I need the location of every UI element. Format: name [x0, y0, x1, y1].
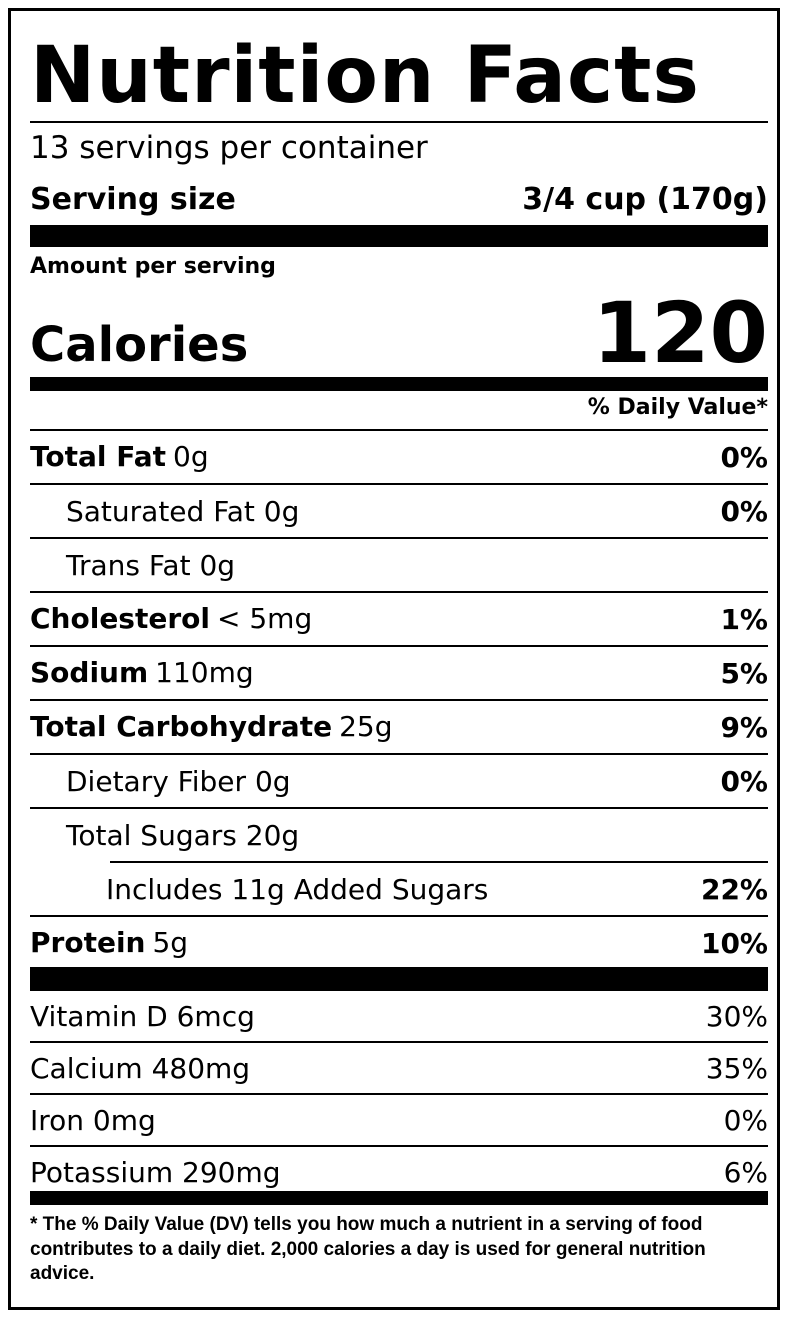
- vitamin-name: Iron 0mg: [30, 1103, 156, 1137]
- thick-divider-footnote: [30, 1191, 768, 1205]
- nutrient-row-cholesterol: Cholesterol < 5mg 1%: [30, 593, 768, 645]
- vitamin-name: Vitamin D 6mcg: [30, 999, 255, 1033]
- divider: [30, 807, 768, 809]
- vitamin-row-iron: Iron 0mg 0%: [30, 1095, 768, 1145]
- title-divider: [30, 121, 768, 123]
- nutrient-label: Sodium 110mg: [30, 656, 254, 690]
- footnote: * The % Daily Value (DV) tells you how m…: [30, 1214, 706, 1285]
- vitamin-row-vitamin-d: Vitamin D 6mcg 30%: [30, 991, 768, 1041]
- thick-divider-calories: [30, 377, 768, 391]
- nutrient-label: Total Carbohydrate 25g: [30, 710, 393, 744]
- nutrient-row-sodium: Sodium 110mg 5%: [30, 647, 768, 699]
- nutrient-amount: 110mg: [155, 656, 254, 689]
- servings-per-container: 13 servings per container: [30, 130, 428, 166]
- vitamin-dv: 0%: [723, 1103, 768, 1137]
- nutrient-row-total-fat: Total Fat 0g 0%: [30, 431, 768, 483]
- nutrient-row-dietary-fiber: Dietary Fiber 0g 0%: [30, 755, 768, 807]
- nutrient-dv: 1%: [720, 602, 768, 636]
- nutrient-name: Cholesterol: [30, 602, 210, 635]
- vitamin-dv: 35%: [705, 1051, 768, 1085]
- nutrient-dv: 5%: [720, 656, 768, 690]
- daily-value-header: % Daily Value*: [587, 395, 768, 420]
- nutrient-amount: 0g: [254, 764, 291, 798]
- calories-label: Calories: [30, 317, 249, 373]
- label-title: Nutrition Facts: [30, 31, 700, 121]
- serving-size-value: 3/4 cup (170g): [522, 181, 768, 217]
- thick-divider-top: [30, 225, 768, 247]
- nutrient-label: Saturated Fat 0g: [30, 495, 299, 528]
- nutrient-amount: 20g: [245, 818, 300, 852]
- divider: [30, 591, 768, 593]
- nutrient-amount: 0g: [199, 548, 236, 582]
- calories-value: 120: [592, 284, 768, 382]
- divider: [30, 645, 768, 647]
- nutrient-row-total-sugars: Total Sugars 20g: [30, 809, 768, 861]
- nutrient-name: Total Carbohydrate: [30, 710, 333, 743]
- nutrient-amount: 0g: [263, 494, 300, 528]
- nutrient-label: Protein 5g: [30, 926, 188, 960]
- nutrient-dv: 9%: [720, 710, 768, 744]
- thick-divider-vitamins: [30, 967, 768, 991]
- nutrient-amount: 5g: [152, 926, 189, 959]
- nutrient-dv: 0%: [720, 440, 768, 474]
- nutrient-label: Total Sugars 20g: [30, 819, 299, 852]
- nutrient-name: Total Sugars: [66, 818, 237, 852]
- divider: [110, 861, 768, 863]
- divider: [30, 1145, 768, 1147]
- nutrient-label: Trans Fat 0g: [30, 549, 235, 582]
- nutrient-name: Sodium: [30, 656, 149, 689]
- calories-row: Calories 120: [30, 287, 768, 375]
- nutrient-name: Trans Fat: [66, 548, 191, 582]
- serving-size-label: Serving size: [30, 181, 236, 217]
- divider: [30, 537, 768, 539]
- vitamin-dv: 6%: [723, 1155, 768, 1189]
- nutrient-row-protein: Protein 5g 10%: [30, 917, 768, 969]
- nutrient-row-trans-fat: Trans Fat 0g: [30, 539, 768, 591]
- nutrient-row-saturated-fat: Saturated Fat 0g 0%: [30, 485, 768, 537]
- nutrient-name: Dietary Fiber: [66, 764, 247, 798]
- nutrient-row-added-sugars: Includes 11g Added Sugars 22%: [30, 863, 768, 915]
- divider: [30, 483, 768, 485]
- nutrient-dv: 0%: [720, 494, 768, 528]
- nutrient-label: Dietary Fiber 0g: [30, 765, 291, 798]
- divider: [30, 753, 768, 755]
- vitamin-row-calcium: Calcium 480mg 35%: [30, 1043, 768, 1093]
- divider: [30, 915, 768, 917]
- amount-per-serving: Amount per serving: [30, 254, 276, 279]
- vitamin-row-potassium: Potassium 290mg 6%: [30, 1147, 768, 1197]
- nutrient-name: Protein: [30, 926, 146, 959]
- vitamin-dv: 30%: [705, 999, 768, 1033]
- nutrient-amount: < 5mg: [217, 602, 313, 635]
- nutrient-row-total-carbohydrate: Total Carbohydrate 25g 9%: [30, 701, 768, 753]
- vitamin-name: Potassium 290mg: [30, 1155, 281, 1189]
- nutrient-label: Total Fat 0g: [30, 440, 209, 474]
- vitamin-name: Calcium 480mg: [30, 1051, 251, 1085]
- divider: [30, 429, 768, 431]
- nutrient-dv: 22%: [700, 872, 768, 906]
- nutrient-dv: 10%: [700, 926, 768, 960]
- nutrient-dv: 0%: [720, 764, 768, 798]
- nutrient-label: Cholesterol < 5mg: [30, 602, 312, 636]
- nutrition-facts-label: Nutrition Facts 13 servings per containe…: [8, 8, 780, 1310]
- nutrient-name: Saturated Fat: [66, 494, 255, 528]
- serving-size-row: Serving size 3/4 cup (170g): [30, 179, 768, 219]
- divider: [30, 1093, 768, 1095]
- divider: [30, 699, 768, 701]
- nutrient-name: Includes 11g Added Sugars: [106, 872, 489, 906]
- nutrient-amount: 0g: [173, 440, 209, 473]
- nutrient-amount: 25g: [339, 710, 393, 743]
- divider: [30, 1041, 768, 1043]
- nutrient-name: Total Fat: [30, 440, 167, 473]
